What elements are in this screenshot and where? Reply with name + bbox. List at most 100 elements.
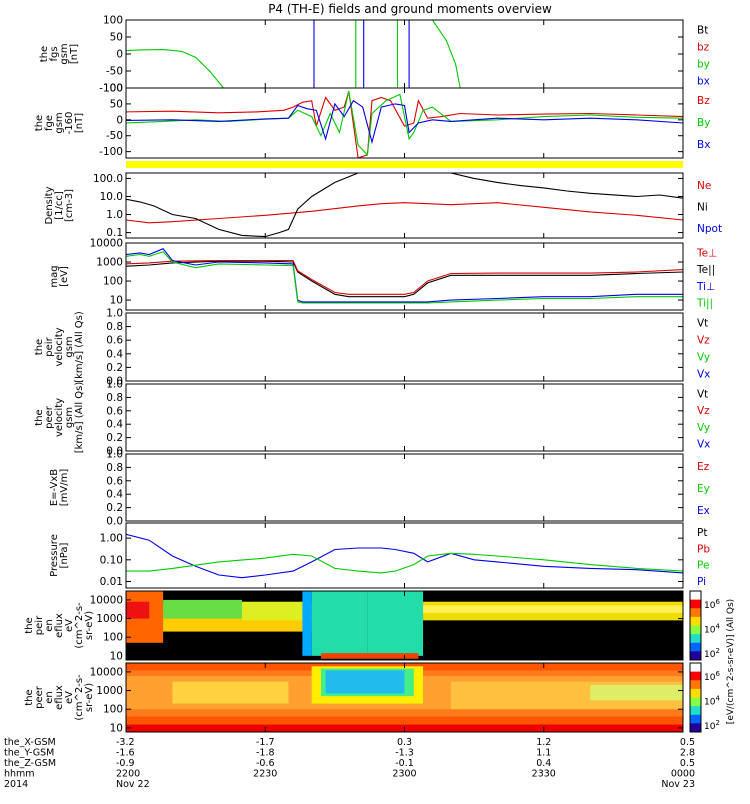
axis-row-label: the_Z-GSM — [4, 758, 56, 769]
panel-frame — [125, 383, 684, 452]
y-axis-label: [km/s] (All Qs) — [74, 311, 85, 383]
y-tick-label: 0.10 — [100, 554, 123, 566]
legend-entry: By — [697, 117, 710, 129]
axis-row-label: 2014 — [4, 779, 28, 790]
y-axis-label: the — [24, 617, 35, 633]
colorbar: 106 104 102 — [689, 590, 720, 661]
y-axis-label: [1/cc] — [54, 191, 65, 220]
axis-row-label: the_X-GSM — [4, 737, 56, 748]
panel-pressure: 1.00 0.10 0.01 Pressure [nPa] Pt Pb Pe Pi — [49, 522, 710, 589]
colorbar-tick-label: 106 — [704, 598, 720, 611]
y-tick-label: 1.0 — [106, 209, 123, 221]
legend-entry: Vy — [697, 352, 710, 364]
y-tick-label: 0.6 — [106, 475, 123, 487]
axis-row-value: 2230 — [253, 769, 277, 780]
y-axis-label: the — [34, 409, 45, 425]
y-tick-label: 0.1 — [106, 227, 123, 239]
panel-frame — [125, 19, 684, 89]
heatmap-cell — [242, 601, 312, 621]
y-axis-label: peer — [34, 685, 45, 709]
panel-frame — [125, 312, 684, 382]
series-line-ti — [126, 251, 683, 304]
legend-entry: Vt — [697, 388, 708, 400]
legend-entry: Ni — [697, 202, 708, 214]
y-axis-label: the — [34, 339, 45, 355]
legend-entry: Ti⊥ — [696, 281, 715, 293]
heatmap-cell — [126, 601, 150, 619]
legend-entry: Vx — [697, 439, 710, 451]
series-line-by — [431, 20, 461, 88]
colorbar-swatch — [690, 591, 701, 601]
heatmap-cell — [423, 605, 683, 613]
y-tick-label: 100.0 — [93, 173, 123, 185]
legend-entry: Vx — [697, 369, 710, 381]
y-tick-label: 0.4 — [106, 419, 123, 431]
axis-row-value: -0.9 — [116, 758, 135, 769]
y-tick-label: 0.8 — [106, 462, 123, 474]
panel-frame — [125, 453, 684, 522]
y-tick-label: -50 — [106, 130, 123, 142]
y-tick-label: 1000 — [96, 685, 123, 697]
panel-fgs: 100 50 0 -50 -100 the fgs gsm [nT] Bt bz by bx — [39, 15, 710, 95]
axis-row-label: hhmm — [4, 769, 35, 780]
legend-entry: Ne — [697, 180, 711, 192]
y-tick-label: 0.0 — [106, 446, 123, 458]
y-tick-label: 10.0 — [100, 191, 123, 203]
axis-row-value: 2200 — [116, 769, 140, 780]
series-line-ne — [126, 202, 683, 224]
heatmap-cell — [590, 684, 683, 701]
colorbar-swatch — [690, 671, 701, 681]
y-tick-label: 0.2 — [106, 362, 123, 374]
y-tick-label: 0.4 — [106, 348, 123, 360]
y-axis-label: [km/s] (All Qs) — [74, 382, 85, 454]
y-axis-label: velocity — [54, 398, 65, 437]
legend-entry: Pb — [697, 543, 710, 555]
y-axis-label: [cm-3] — [64, 189, 75, 222]
colorbar-swatch — [690, 663, 701, 673]
heatmap-cell — [163, 599, 243, 619]
series-line-te — [126, 260, 683, 298]
y-tick-label: 10 — [110, 650, 123, 662]
y-tick-label: 100 — [103, 15, 123, 27]
colorbar-frame — [689, 590, 702, 661]
panel-frame — [125, 87, 684, 159]
y-tick-label: 100 — [103, 704, 123, 716]
y-axis-label: mag — [49, 265, 60, 287]
y-tick-label: -100 — [99, 83, 123, 95]
axis-row-value: 0.3 — [397, 737, 412, 748]
colorbar-swatch — [690, 697, 701, 707]
colorbar-tick-label: 102 — [704, 719, 720, 732]
y-axis-label: E=-VxB — [49, 469, 60, 506]
colorbar-swatch — [690, 625, 701, 635]
panel-efield: 1.00.80.6 0.40.2 0.0 E=-VxB [mV/m] Ez Ey Ex — [49, 449, 710, 528]
axis-row-value: 2300 — [392, 769, 416, 780]
y-axis-label: (cm^2-s- — [74, 602, 85, 649]
colorbar-swatch — [690, 608, 701, 618]
y-tick-label: 10000 — [90, 594, 123, 606]
legend-entry: Bz — [697, 95, 710, 107]
panel-temp: 10000 1000 100 10 mag [eV] Te⊥ Te|| Ti⊥ Ti|| — [49, 238, 717, 311]
axis-row-value: -3.2 — [116, 737, 135, 748]
y-tick-label: 0.8 — [106, 321, 123, 333]
y-tick-label: 0.0 — [106, 516, 123, 528]
y-axis-label: eflux — [54, 613, 65, 638]
y-axis-label: [eV] — [59, 266, 70, 287]
y-tick-label: 0.0 — [106, 376, 123, 388]
legend-entry: bx — [697, 76, 710, 88]
y-tick-label: 0.2 — [106, 432, 123, 444]
y-tick-label: 1.00 — [100, 533, 123, 545]
legend-entry: Vz — [697, 335, 710, 347]
y-tick-label: 1000 — [96, 257, 123, 269]
series-line-pi — [126, 533, 683, 579]
y-tick-label: 0 — [116, 114, 123, 126]
axis-row-value: 1.1 — [536, 748, 551, 759]
y-axis-label: en — [44, 691, 55, 704]
legend-entry: Vy — [697, 422, 710, 434]
legend-entry: Ex — [697, 505, 710, 517]
panel-fge: 100 50 0 -50 -100 the fge gsm -160 [nT] Bz By Bx — [34, 83, 710, 168]
axis-row-value: -1.8 — [256, 748, 275, 759]
axis-row-value: 0.5 — [680, 758, 695, 769]
y-tick-label: 10000 — [90, 666, 123, 678]
